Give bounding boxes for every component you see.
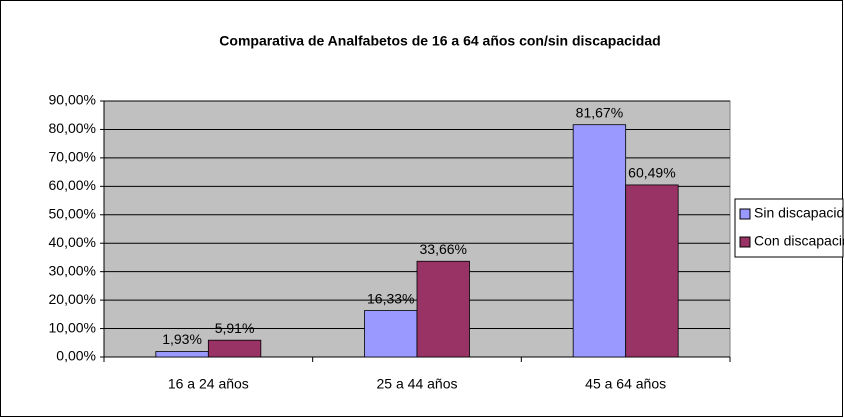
legend-swatch bbox=[739, 236, 751, 248]
data-label: 60,49% bbox=[628, 165, 675, 181]
bar bbox=[416, 260, 470, 358]
y-tick-label: 90,00% bbox=[49, 92, 96, 108]
y-tick-label: 20,00% bbox=[49, 291, 96, 307]
y-tick-label: 60,00% bbox=[49, 177, 96, 193]
bar bbox=[572, 124, 627, 358]
x-tick-label: 45 a 64 años bbox=[585, 376, 666, 392]
x-tick-label: 16 a 24 años bbox=[168, 376, 249, 392]
chart-title: Comparativa de Analfabetos de 16 a 64 añ… bbox=[219, 33, 660, 49]
y-tick-label: 70,00% bbox=[49, 149, 96, 165]
y-tick-label: 50,00% bbox=[49, 205, 96, 221]
data-label: 1,93% bbox=[162, 331, 202, 347]
data-label: 16,33% bbox=[367, 290, 414, 306]
bar bbox=[364, 310, 418, 358]
x-tick-label: 25 a 44 años bbox=[377, 376, 458, 392]
y-tick-label: 10,00% bbox=[49, 319, 96, 335]
y-tick-label: 80,00% bbox=[49, 120, 96, 136]
legend-label: Con discapacidad bbox=[754, 233, 844, 249]
y-tick-label: 30,00% bbox=[49, 262, 96, 278]
data-label: 33,66% bbox=[420, 241, 467, 257]
legend-box bbox=[734, 198, 844, 258]
legend-swatch bbox=[739, 208, 751, 220]
legend-label: Sin discapacidad bbox=[754, 205, 844, 221]
y-tick-label: 40,00% bbox=[49, 234, 96, 250]
bar bbox=[625, 184, 679, 358]
y-tick-label: 0,00% bbox=[56, 348, 96, 364]
bar bbox=[155, 351, 209, 358]
data-label: 81,67% bbox=[576, 104, 623, 120]
bar bbox=[207, 339, 262, 358]
data-label: 5,91% bbox=[215, 320, 255, 336]
